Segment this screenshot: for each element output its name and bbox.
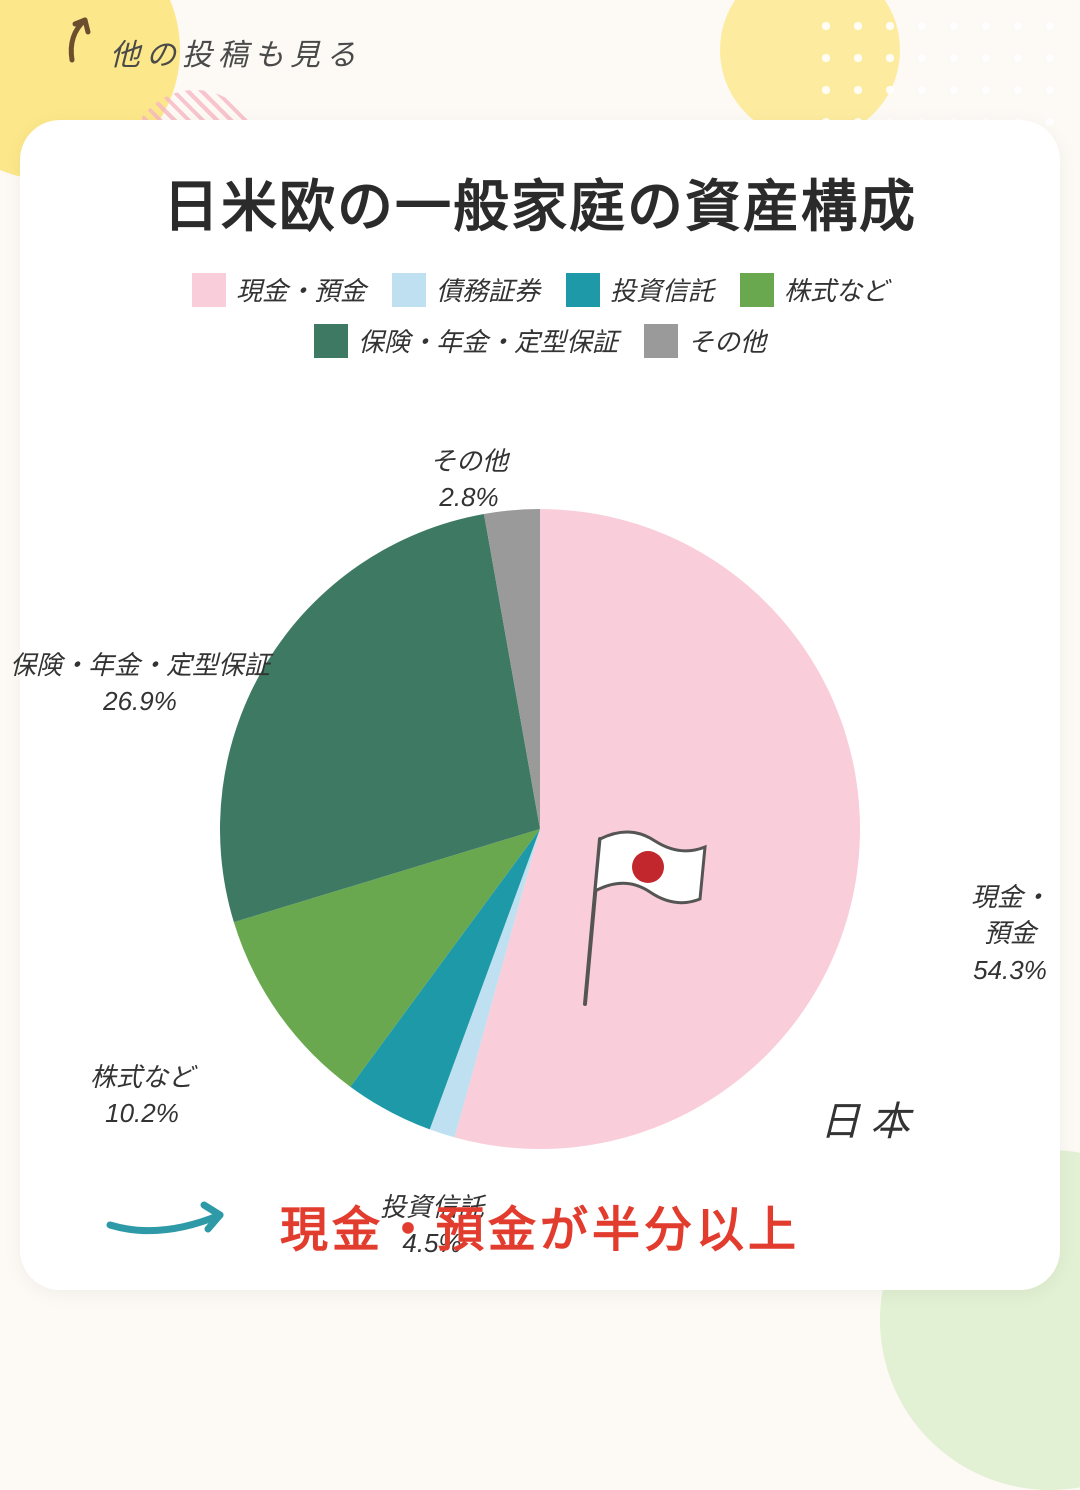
slice-label-stock: 株式など10.2% xyxy=(90,1059,194,1132)
page-title: 日米欧の一般家庭の資産構成 xyxy=(20,162,1060,243)
legend-item: 株式など xyxy=(740,271,888,308)
slice-label-insurance: 保険・年金・定型保証26.9% xyxy=(10,647,270,720)
legend-swatch xyxy=(740,273,774,307)
arrow-up-icon xyxy=(60,10,110,75)
legend-label: 債務証券 xyxy=(436,271,540,308)
legend-swatch xyxy=(314,324,348,358)
legend-label: 投資信託 xyxy=(610,271,714,308)
legend-item: 保険・年金・定型保証 xyxy=(314,322,618,359)
pie-chart-area: 現金・預金54.3%投資信託4.5%株式など10.2%保険・年金・定型保証26.… xyxy=(20,369,1060,1249)
legend-label: 現金・預金 xyxy=(236,271,366,308)
legend-item: 現金・預金 xyxy=(192,271,366,308)
legend-label: その他 xyxy=(688,322,766,359)
country-label: 日本 xyxy=(820,1089,920,1147)
callout-text: 現金・預金が半分以上 xyxy=(20,1190,1060,1260)
top-note: 他の投稿も見る xyxy=(110,30,362,74)
legend-swatch xyxy=(566,273,600,307)
legend-swatch xyxy=(392,273,426,307)
pie-chart xyxy=(220,509,860,1149)
legend-item: 投資信託 xyxy=(566,271,714,308)
legend-swatch xyxy=(192,273,226,307)
legend-swatch xyxy=(644,324,678,358)
legend-item: 債務証券 xyxy=(392,271,540,308)
slice-label-cash: 現金・預金54.3% xyxy=(960,879,1060,988)
content-card: 日米欧の一般家庭の資産構成 現金・預金 債務証券 投資信託 株式など保険・年金・定型保… xyxy=(20,120,1060,1290)
japan-flag-icon xyxy=(580,829,710,1014)
slice-label-other: その他2.8% xyxy=(430,443,508,516)
legend-label: 保険・年金・定型保証 xyxy=(358,322,618,359)
legend: 現金・預金 債務証券 投資信託 株式など保険・年金・定型保証 その他 xyxy=(130,271,950,359)
legend-item: その他 xyxy=(644,322,766,359)
legend-label: 株式など xyxy=(784,271,888,308)
